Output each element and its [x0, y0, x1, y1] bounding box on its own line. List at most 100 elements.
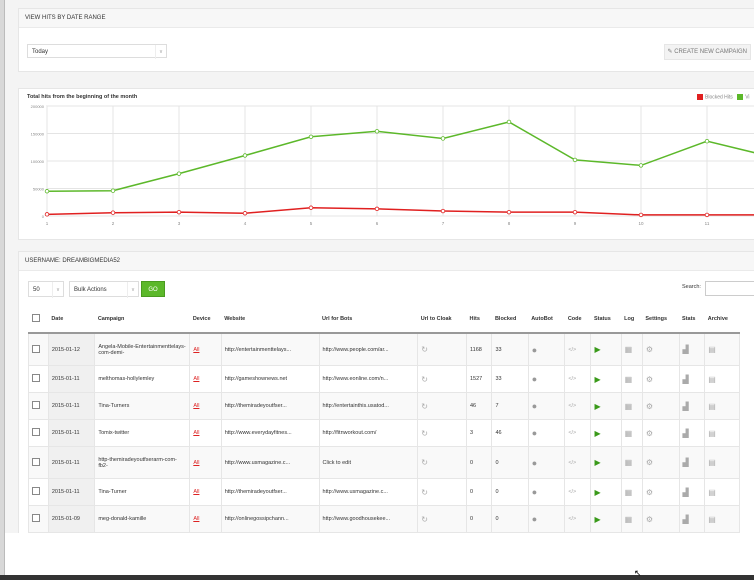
- column-header[interactable]: Blocked: [491, 305, 529, 334]
- row-checkbox[interactable]: [32, 344, 40, 353]
- refresh-icon[interactable]: ↻: [417, 365, 467, 393]
- url-for-bots-cell[interactable]: http://www.goodhousekee...: [318, 505, 419, 533]
- log-icon[interactable]: ▦: [620, 505, 643, 533]
- play-icon[interactable]: ▶: [590, 392, 622, 420]
- website-cell[interactable]: http://themiradeyoutfser...: [220, 478, 320, 506]
- bulk-actions-select[interactable]: Bulk Actions v: [69, 281, 139, 298]
- device-link[interactable]: All: [189, 478, 222, 506]
- gear-icon[interactable]: ⚙: [641, 392, 680, 420]
- refresh-icon[interactable]: ↻: [417, 419, 467, 447]
- log-icon[interactable]: ▦: [620, 365, 643, 393]
- android-icon[interactable]: ●: [527, 332, 566, 366]
- play-icon[interactable]: ▶: [590, 365, 622, 393]
- log-icon[interactable]: ▦: [620, 392, 643, 420]
- log-icon[interactable]: ▦: [620, 478, 643, 506]
- column-header[interactable]: Campaign: [94, 305, 190, 334]
- column-header[interactable]: Settings: [642, 305, 680, 334]
- code-icon[interactable]: </>: [564, 478, 592, 506]
- row-checkbox[interactable]: [32, 374, 40, 382]
- play-icon[interactable]: ▶: [590, 332, 622, 366]
- column-header[interactable]: Website: [221, 305, 320, 334]
- select-all-checkbox[interactable]: [31, 313, 40, 322]
- row-checkbox[interactable]: [32, 401, 40, 409]
- page-size-select[interactable]: 50 v: [28, 281, 64, 298]
- create-campaign-button[interactable]: ✎ CREATE NEW CAMPAIGN: [663, 44, 751, 60]
- gear-icon[interactable]: ⚙: [641, 365, 680, 393]
- device-link[interactable]: All: [189, 332, 222, 366]
- website-cell[interactable]: http://www.everydayfitnes...: [220, 419, 320, 447]
- campaign-cell[interactable]: Tomix-twitter: [94, 419, 191, 447]
- device-link[interactable]: All: [189, 419, 222, 447]
- column-header[interactable]: AutoBot: [528, 305, 565, 334]
- android-icon[interactable]: ●: [527, 419, 566, 447]
- play-icon[interactable]: ▶: [590, 478, 622, 506]
- archive-icon[interactable]: ▤: [704, 478, 740, 506]
- archive-icon[interactable]: ▤: [704, 505, 740, 533]
- website-cell[interactable]: http://entertainmenttelays...: [220, 332, 320, 366]
- gear-icon[interactable]: ⚙: [641, 419, 680, 447]
- stats-chart-icon[interactable]: ▟: [678, 419, 706, 447]
- column-header[interactable]: Url for Bots: [319, 305, 418, 334]
- column-header[interactable]: Archive: [704, 305, 740, 334]
- stats-chart-icon[interactable]: ▟: [678, 392, 706, 420]
- refresh-icon[interactable]: ↻: [417, 478, 467, 506]
- stats-chart-icon[interactable]: ▟: [678, 505, 706, 533]
- search-input[interactable]: [705, 281, 754, 296]
- android-icon[interactable]: ●: [527, 505, 566, 533]
- go-button[interactable]: GO: [141, 281, 165, 297]
- refresh-icon[interactable]: ↻: [417, 392, 467, 420]
- campaign-cell[interactable]: Angela-Mobile-Entertainmenttelays-com-de…: [94, 332, 191, 366]
- log-icon[interactable]: ▦: [620, 332, 643, 366]
- android-icon[interactable]: ●: [527, 446, 566, 479]
- column-header[interactable]: Device: [189, 305, 222, 334]
- refresh-icon[interactable]: ↻: [417, 446, 467, 479]
- row-checkbox[interactable]: [32, 487, 40, 495]
- code-icon[interactable]: </>: [564, 332, 592, 366]
- gear-icon[interactable]: ⚙: [641, 332, 680, 366]
- code-icon[interactable]: </>: [564, 446, 592, 479]
- archive-icon[interactable]: ▤: [704, 365, 740, 393]
- campaign-cell[interactable]: melthomas-hollylemley: [94, 365, 191, 393]
- url-for-bots-cell[interactable]: http://www.usmagazine.c...: [318, 478, 419, 506]
- column-header[interactable]: Log: [621, 305, 643, 334]
- website-cell[interactable]: http://www.usmagazine.c...: [220, 446, 320, 479]
- row-checkbox[interactable]: [32, 428, 40, 436]
- code-icon[interactable]: </>: [564, 365, 592, 393]
- code-icon[interactable]: </>: [564, 505, 592, 533]
- stats-chart-icon[interactable]: ▟: [678, 332, 706, 366]
- url-for-bots-cell[interactable]: http://fitnworkout.com/: [318, 419, 419, 447]
- campaign-cell[interactable]: http-themiradeyoutfserarm-com-fb2-: [94, 446, 191, 479]
- url-for-bots-cell[interactable]: http://www.people.com/ar...: [318, 332, 419, 366]
- log-icon[interactable]: ▦: [620, 419, 643, 447]
- android-icon[interactable]: ●: [527, 392, 566, 420]
- stats-chart-icon[interactable]: ▟: [678, 478, 706, 506]
- gear-icon[interactable]: ⚙: [641, 446, 680, 479]
- device-link[interactable]: All: [189, 392, 222, 420]
- archive-icon[interactable]: ▤: [704, 332, 740, 366]
- row-checkbox[interactable]: [32, 457, 40, 466]
- gear-icon[interactable]: ⚙: [641, 478, 680, 506]
- refresh-icon[interactable]: ↻: [417, 505, 467, 533]
- device-link[interactable]: All: [189, 505, 222, 533]
- archive-icon[interactable]: ▤: [704, 392, 740, 420]
- column-header[interactable]: Code: [564, 305, 591, 334]
- website-cell[interactable]: http://gameshownews.net: [220, 365, 320, 393]
- website-cell[interactable]: http://onlinegossipchann...: [220, 505, 320, 533]
- row-checkbox[interactable]: [32, 514, 40, 522]
- refresh-icon[interactable]: ↻: [417, 332, 467, 366]
- url-for-bots-cell[interactable]: http://www.eonline.com/n...: [318, 365, 419, 393]
- column-header[interactable]: Status: [590, 305, 622, 334]
- url-for-bots-cell[interactable]: http://entertainthis.usatod...: [318, 392, 419, 420]
- android-icon[interactable]: ●: [527, 365, 566, 393]
- column-header[interactable]: Hits: [466, 305, 492, 334]
- play-icon[interactable]: ▶: [590, 446, 622, 479]
- date-range-select[interactable]: Today v: [27, 44, 167, 59]
- device-link[interactable]: All: [189, 365, 222, 393]
- column-header[interactable]: Url to Cloak: [417, 305, 467, 334]
- code-icon[interactable]: </>: [564, 392, 592, 420]
- campaign-cell[interactable]: Tina-Turner: [94, 478, 191, 506]
- column-header[interactable]: Stats: [679, 305, 705, 334]
- stats-chart-icon[interactable]: ▟: [678, 446, 706, 479]
- log-icon[interactable]: ▦: [620, 446, 643, 479]
- campaign-cell[interactable]: Tina-Turners: [94, 392, 191, 420]
